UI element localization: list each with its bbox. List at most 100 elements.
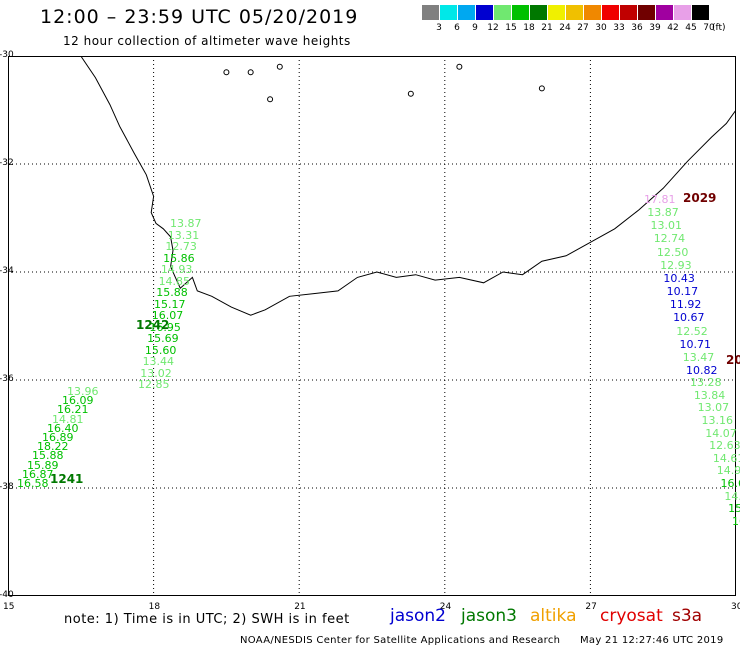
- wave-height-label: 16.6: [720, 477, 740, 491]
- wave-height-label: 13.84: [693, 388, 726, 402]
- satellite-name: altika: [530, 606, 577, 626]
- inland-lake: [538, 85, 545, 92]
- legend-label: 39: [649, 23, 661, 33]
- inland-lake: [223, 69, 230, 76]
- wave-height-label: 15.17: [154, 297, 186, 311]
- legend-label: 70: [703, 23, 715, 33]
- generated-timestamp: May 21 12:27:46 UTC 2019: [580, 635, 724, 646]
- wave-height-label: 12.63: [709, 439, 740, 453]
- legend-swatch: [620, 5, 637, 20]
- map-plot-area: 15 18 21 24 27 30 -30 -32 -34 -36 -38 -40 13.87 13.31…: [0, 50, 740, 612]
- wave-height-label: 10.71: [679, 337, 712, 351]
- wave-height-label: 13.02: [140, 366, 172, 380]
- wave-height-label: 13.31: [167, 228, 200, 242]
- wave-height-label: 12.93: [660, 258, 692, 272]
- credit-line: NOAA/NESDIS Center for Satellite Applica…: [240, 635, 561, 646]
- legend-swatch: [692, 5, 709, 20]
- wave-height-label: 15.86: [163, 251, 195, 265]
- inland-lake: [247, 69, 254, 76]
- legend-label: 21: [541, 23, 553, 33]
- lat-tick-label: -32: [0, 158, 14, 168]
- lon-tick-label: 21: [294, 602, 306, 612]
- wave-height-label: 15.88: [156, 286, 188, 299]
- wave-height-label: 15.89: [27, 458, 59, 472]
- wave-height-label: 10.67: [673, 311, 705, 325]
- lat-tick-label: -30: [0, 50, 14, 60]
- wave-height-label: 13.47: [682, 350, 715, 364]
- track-id-label: 20: [726, 353, 740, 367]
- legend-swatch: [530, 5, 547, 20]
- coastline-map: [8, 56, 736, 596]
- satellite-name: s3a: [672, 606, 703, 626]
- wave-height-label: 12.85: [138, 378, 170, 391]
- legend-swatch: [422, 5, 439, 20]
- inland-lake: [456, 63, 463, 70]
- lon-tick-label: 30: [731, 602, 740, 612]
- wave-height-label: 13.16: [701, 413, 733, 427]
- wave-height-label: 12.52: [676, 324, 708, 338]
- inland-lake: [267, 96, 274, 103]
- wave-height-label: 16: [732, 515, 740, 528]
- wave-height-label: 16.09: [62, 394, 94, 408]
- legend-label: 18: [523, 23, 535, 33]
- legend-swatch: [674, 5, 691, 20]
- wave-height-label: 12.73: [165, 240, 197, 253]
- legend-swatch: [494, 5, 511, 20]
- wave-height-label: 14.9: [716, 464, 740, 478]
- wave-height-label: 18.22: [37, 440, 69, 454]
- legend-label: 36: [631, 23, 643, 33]
- track-id-label: 2029: [683, 191, 717, 205]
- wave-height-label: 16.07: [151, 309, 184, 322]
- satellite-name: jason2: [390, 606, 446, 626]
- legend-label: 42: [667, 23, 679, 33]
- satellite-name: jason3: [461, 606, 517, 626]
- legend-label: 15: [505, 23, 517, 33]
- legend-label: 9: [472, 23, 478, 33]
- wave-height-label: 11.92: [669, 298, 702, 312]
- wave-height-label: 14.: [724, 489, 740, 503]
- satellite-name: cryosat: [600, 606, 663, 626]
- wave-height-label: 17.81: [644, 193, 676, 206]
- wave-height-label: 13.44: [142, 355, 175, 368]
- legend-swatch: [512, 5, 529, 20]
- legend-swatch: [548, 5, 565, 20]
- wave-height-label: 13.96: [67, 385, 99, 398]
- wave-height-label: 15.88: [32, 449, 64, 463]
- legend-swatch: [476, 5, 493, 20]
- map-frame: [8, 56, 736, 596]
- wave-height-label: 16.89: [42, 431, 74, 444]
- wave-height-label: 14.85: [158, 274, 191, 288]
- legend-label: 12: [487, 23, 499, 33]
- legend-swatch: [638, 5, 655, 20]
- legend-label: 33: [613, 23, 625, 33]
- wave-height-label: 13.87: [170, 217, 202, 230]
- wave-height-label: 13.07: [697, 401, 730, 415]
- footnote: note: 1) Time is in UTC; 2) SWH is in fe…: [64, 612, 350, 627]
- legend-swatch: [440, 5, 457, 20]
- legend-swatch: [458, 5, 475, 20]
- lon-tick-label: 18: [148, 602, 161, 612]
- lat-tick-label: -40: [0, 590, 14, 600]
- legend-label: 27: [577, 23, 589, 33]
- lat-tick-label: -38: [0, 482, 14, 492]
- wave-height-label: 16.58: [17, 477, 49, 490]
- lon-tick-label: 15: [3, 602, 15, 612]
- page-title: 12:00 – 23:59 UTC 05/20/2019: [40, 6, 359, 28]
- legend-unit: (ft): [712, 23, 726, 33]
- lon-tick-label: 24: [439, 602, 452, 612]
- legend-label: 24: [559, 23, 571, 33]
- track-id-label: 1241: [50, 472, 84, 486]
- inland-lake: [407, 90, 414, 97]
- wave-height-label: 16.95: [149, 320, 181, 334]
- wave-height-label: 14.61: [712, 451, 740, 465]
- lat-tick-label: -36: [0, 374, 14, 384]
- wave-height-label: 10.43: [663, 271, 695, 285]
- wave-height-label: 10.82: [686, 364, 718, 377]
- wave-height-label: 14.81: [52, 412, 84, 426]
- wave-height-label: 16.21: [57, 403, 89, 417]
- wave-height-label: 15.60: [144, 343, 177, 357]
- wave-height-label: 16.87: [22, 467, 54, 481]
- lat-tick-label: -34: [0, 266, 14, 276]
- wave-height-label: 14.93: [160, 263, 193, 276]
- legend-swatch: [656, 5, 673, 20]
